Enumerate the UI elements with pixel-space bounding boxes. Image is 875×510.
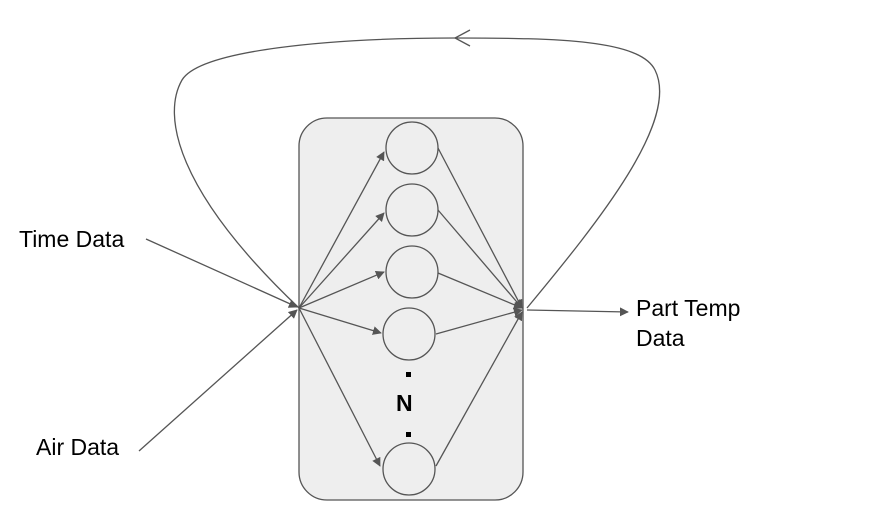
neuron-2: [385, 183, 439, 237]
neuron-1: [385, 121, 439, 175]
neuron-3: [385, 245, 439, 299]
time-data-label: Time Data: [19, 226, 125, 252]
connection-neuron-2-to-output: [437, 209, 523, 309]
part-temp-output-arrow: [526, 307, 629, 317]
connection-neuron-n-to-output: [435, 311, 523, 467]
output-label-line-2: Data: [636, 325, 685, 351]
time-data-input-arrow: [145, 238, 298, 308]
neuron-4: [382, 307, 436, 361]
output-label-line-1: Part Temp: [636, 295, 741, 321]
connection-neuron-4-to-output: [435, 307, 523, 335]
connection-hub-to-neuron-4: [298, 307, 382, 335]
neuron-n: [382, 442, 436, 496]
ellipsis-dot-top: [406, 372, 411, 377]
ellipsis-dot-bottom: [406, 432, 411, 437]
connection-hub-to-neuron-2: [298, 212, 385, 309]
connection-hub-to-neuron-1: [298, 151, 385, 309]
feedback-loop-arrowhead: [453, 29, 471, 47]
air-data-input-arrow: [138, 309, 298, 452]
neuron-count-label: N: [396, 390, 413, 416]
connection-neuron-1-to-output: [437, 147, 523, 309]
air-data-label: Air Data: [36, 434, 120, 460]
connection-hub-to-neuron-n: [298, 307, 381, 467]
connection-hub-to-neuron-3: [298, 271, 385, 309]
connection-neuron-3-to-output: [437, 272, 523, 310]
part-temp-data-label: Part Temp Data: [636, 293, 796, 353]
